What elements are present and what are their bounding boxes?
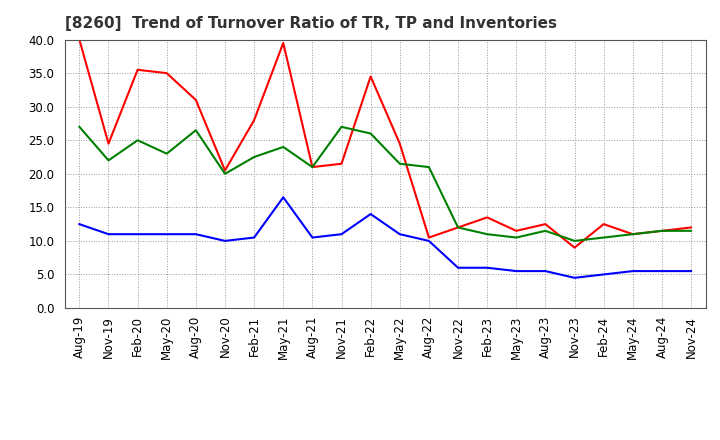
Inventories (541, 228, 550, 234)
Trade Payables (454, 265, 462, 270)
Trade Payables (250, 235, 258, 240)
Trade Payables (75, 221, 84, 227)
Trade Receivables (570, 245, 579, 250)
Trade Payables (395, 231, 404, 237)
Trade Payables (279, 194, 287, 200)
Trade Payables (220, 238, 229, 244)
Text: [8260]  Trend of Turnover Ratio of TR, TP and Inventories: [8260] Trend of Turnover Ratio of TR, TP… (65, 16, 557, 32)
Trade Receivables (483, 215, 492, 220)
Trade Payables (687, 268, 696, 274)
Inventories (192, 128, 200, 133)
Trade Receivables (512, 228, 521, 234)
Inventories (395, 161, 404, 166)
Trade Receivables (250, 117, 258, 123)
Inventories (657, 228, 666, 234)
Inventories (308, 165, 317, 170)
Trade Receivables (104, 141, 113, 146)
Trade Payables (104, 231, 113, 237)
Trade Receivables (133, 67, 142, 73)
Trade Receivables (308, 165, 317, 170)
Trade Receivables (687, 225, 696, 230)
Inventories (425, 165, 433, 170)
Trade Receivables (163, 70, 171, 76)
Inventories (599, 235, 608, 240)
Trade Payables (192, 231, 200, 237)
Trade Payables (599, 272, 608, 277)
Trade Receivables (657, 228, 666, 234)
Trade Receivables (337, 161, 346, 166)
Trade Payables (570, 275, 579, 280)
Inventories (512, 235, 521, 240)
Inventories (133, 138, 142, 143)
Trade Receivables (279, 40, 287, 46)
Inventories (454, 225, 462, 230)
Trade Receivables (220, 168, 229, 173)
Trade Receivables (395, 141, 404, 146)
Trade Payables (133, 231, 142, 237)
Inventories (250, 154, 258, 160)
Inventories (337, 124, 346, 129)
Trade Receivables (454, 225, 462, 230)
Trade Payables (657, 268, 666, 274)
Inventories (629, 231, 637, 237)
Inventories (366, 131, 375, 136)
Trade Receivables (75, 37, 84, 42)
Inventories (279, 144, 287, 150)
Inventories (163, 151, 171, 156)
Line: Inventories: Inventories (79, 127, 691, 241)
Trade Receivables (192, 97, 200, 103)
Trade Payables (541, 268, 550, 274)
Trade Payables (629, 268, 637, 274)
Line: Trade Payables: Trade Payables (79, 197, 691, 278)
Trade Payables (483, 265, 492, 270)
Line: Trade Receivables: Trade Receivables (79, 40, 691, 248)
Trade Receivables (599, 221, 608, 227)
Inventories (220, 171, 229, 176)
Inventories (570, 238, 579, 244)
Trade Payables (366, 211, 375, 216)
Trade Payables (337, 231, 346, 237)
Trade Receivables (629, 231, 637, 237)
Inventories (483, 231, 492, 237)
Trade Payables (163, 231, 171, 237)
Trade Receivables (366, 74, 375, 79)
Trade Payables (308, 235, 317, 240)
Trade Receivables (425, 235, 433, 240)
Inventories (75, 124, 84, 129)
Inventories (104, 158, 113, 163)
Trade Payables (425, 238, 433, 244)
Trade Payables (512, 268, 521, 274)
Trade Receivables (541, 221, 550, 227)
Inventories (687, 228, 696, 234)
